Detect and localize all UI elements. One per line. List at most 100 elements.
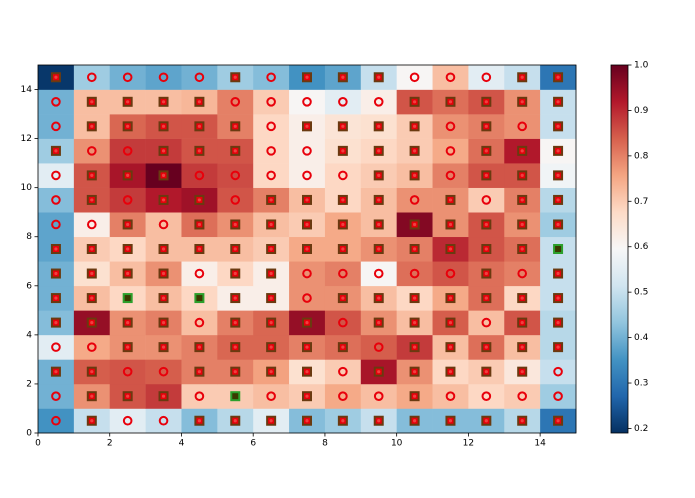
marker-dot xyxy=(413,321,417,325)
y-tick-label: 12 xyxy=(21,134,32,144)
marker-dot xyxy=(233,321,237,325)
marker-dot xyxy=(233,124,237,128)
heatmap-cell xyxy=(181,383,218,409)
heatmap-cell xyxy=(289,261,326,287)
marker-dot xyxy=(269,222,273,227)
marker-circle xyxy=(373,97,384,107)
heatmap-cell xyxy=(289,285,326,311)
heatmap-cell xyxy=(396,261,433,287)
heatmap-cell xyxy=(289,138,326,164)
x-tick-label: 14 xyxy=(534,439,546,449)
marker-dot xyxy=(341,247,345,251)
marker-circle xyxy=(445,268,456,279)
heatmap-cell xyxy=(38,383,75,409)
marker-dot xyxy=(305,75,309,79)
marker-dot xyxy=(341,419,345,423)
marker-circle xyxy=(87,219,97,230)
marker-dot xyxy=(305,222,309,227)
marker-dot xyxy=(90,100,94,104)
heatmap-cell xyxy=(145,408,182,434)
colorbar-tick-label: 0.4 xyxy=(634,333,649,343)
marker-dot xyxy=(377,247,381,251)
marker-circle xyxy=(338,391,348,402)
colorbar-tick-label: 0.5 xyxy=(634,288,648,298)
marker-dot xyxy=(126,124,130,128)
heatmap-cell xyxy=(109,138,146,164)
marker-dot xyxy=(305,345,309,349)
marker-dot xyxy=(161,271,166,276)
marker-dot xyxy=(161,100,166,104)
marker-dot xyxy=(484,222,488,227)
marker-dot xyxy=(556,100,560,104)
marker-dot xyxy=(161,149,166,153)
marker-dot xyxy=(54,370,58,374)
marker-dot xyxy=(556,296,560,300)
heatmap-cell xyxy=(396,65,433,90)
x-tick-label: 8 xyxy=(322,439,328,449)
marker-dot xyxy=(448,419,453,423)
marker-dot xyxy=(305,394,309,398)
heatmap-cell xyxy=(468,65,505,90)
marker-dot xyxy=(305,124,309,128)
marker-circle xyxy=(373,268,384,279)
marker-dot xyxy=(90,394,94,398)
colorbar-tick-label: 1.0 xyxy=(634,61,649,71)
marker-dot xyxy=(54,321,58,325)
marker-circle xyxy=(302,268,312,279)
marker-dot xyxy=(54,75,58,79)
marker-circle xyxy=(481,72,492,83)
marker-dot xyxy=(484,296,488,300)
marker-circle xyxy=(373,342,384,352)
marker-dot xyxy=(413,149,417,153)
heatmap-cell xyxy=(38,408,75,434)
marker-circle xyxy=(51,170,61,181)
heatmap-cell xyxy=(324,261,362,287)
marker-dot xyxy=(305,321,309,325)
marker-dot xyxy=(90,124,94,128)
marker-dot xyxy=(305,247,309,251)
x-tick-label: 4 xyxy=(179,439,185,449)
marker-dot xyxy=(556,124,560,128)
heatmap-cell xyxy=(38,187,75,213)
marker-dot xyxy=(377,296,381,300)
heatmap-cell xyxy=(540,359,577,385)
heatmap-cell xyxy=(504,261,541,287)
marker-dot xyxy=(484,419,488,423)
marker-circle xyxy=(302,97,312,107)
marker-circle xyxy=(122,415,133,426)
heatmap-cell xyxy=(181,163,218,188)
marker-dot xyxy=(90,370,94,374)
marker-dot xyxy=(413,370,417,374)
marker-dot xyxy=(341,124,345,128)
marker-dot xyxy=(90,198,94,202)
marker-circle xyxy=(445,72,456,83)
marker-circle xyxy=(122,366,133,377)
marker-dot xyxy=(413,296,417,300)
marker-circle xyxy=(266,391,276,402)
marker-dot xyxy=(90,321,94,325)
heatmap-cell xyxy=(38,212,75,238)
marker-dot xyxy=(269,198,273,202)
marker-dot xyxy=(448,370,453,374)
marker-dot xyxy=(520,149,524,153)
marker-dot xyxy=(341,345,345,349)
plot-frame xyxy=(37,64,577,434)
marker-dot xyxy=(520,247,524,251)
marker-dot xyxy=(269,370,273,374)
marker-circle xyxy=(553,391,563,402)
heatmap-cell xyxy=(432,383,469,409)
heatmap-cell xyxy=(324,89,362,115)
y-tick-label: 6 xyxy=(26,281,32,291)
marker-dot xyxy=(448,198,453,202)
marker-dot xyxy=(484,100,488,104)
heatmap-cell xyxy=(432,65,469,90)
marker-dot xyxy=(556,198,560,202)
marker-dot xyxy=(269,321,273,325)
marker-dot xyxy=(197,100,201,104)
marker-dot xyxy=(484,124,488,128)
x-tick-label: 2 xyxy=(107,439,113,449)
colorbar xyxy=(610,64,629,434)
marker-circle xyxy=(158,72,169,83)
heatmap-cell xyxy=(324,310,362,336)
marker-circle xyxy=(266,72,276,83)
